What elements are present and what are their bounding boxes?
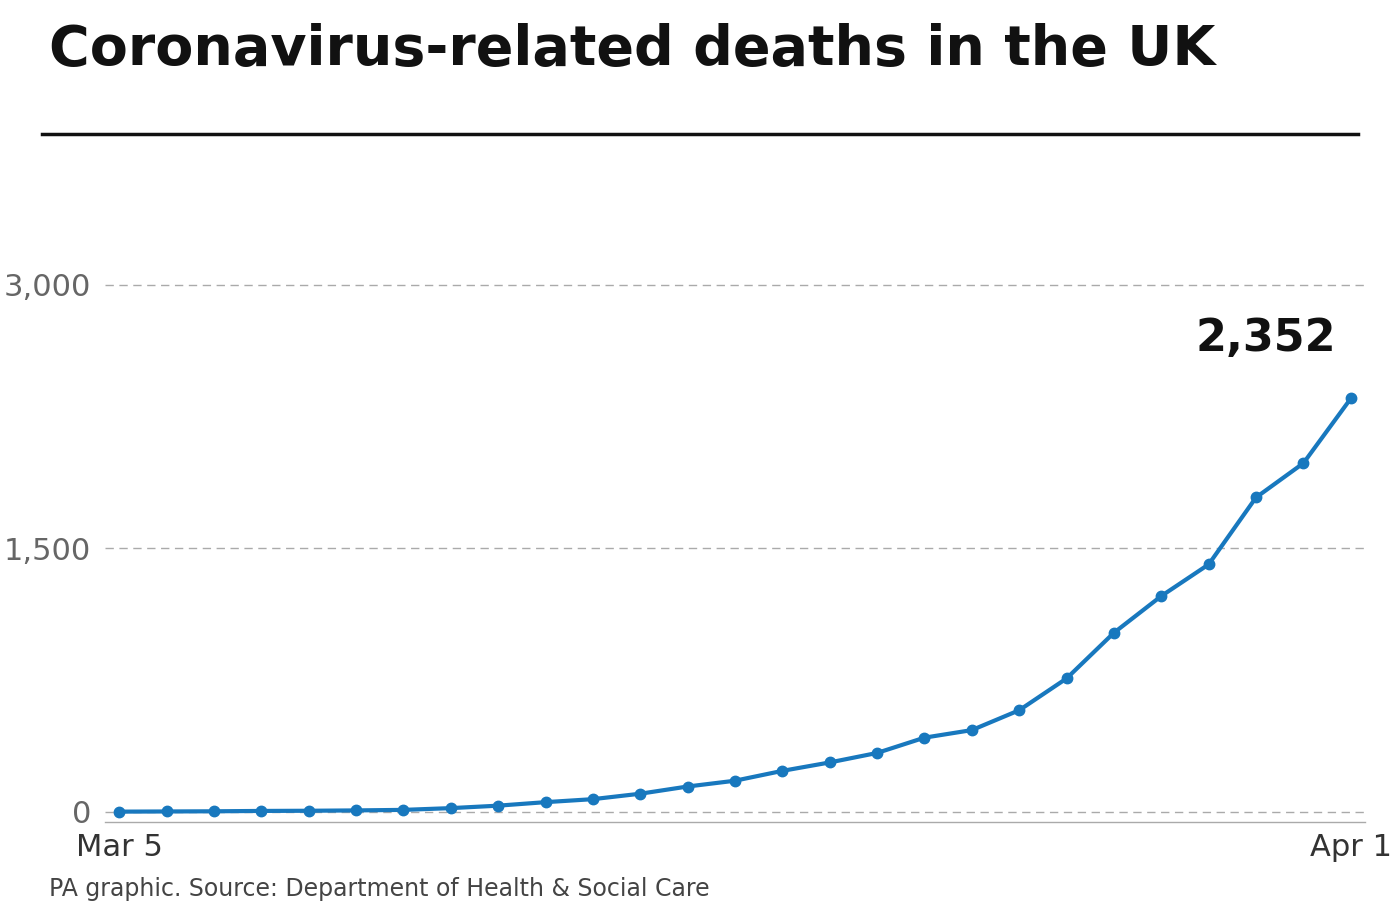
Text: PA graphic. Source: Department of Health & Social Care: PA graphic. Source: Department of Health… bbox=[49, 877, 710, 901]
Text: 2,352: 2,352 bbox=[1196, 317, 1336, 359]
Text: Coronavirus-related deaths in the UK: Coronavirus-related deaths in the UK bbox=[49, 23, 1215, 77]
